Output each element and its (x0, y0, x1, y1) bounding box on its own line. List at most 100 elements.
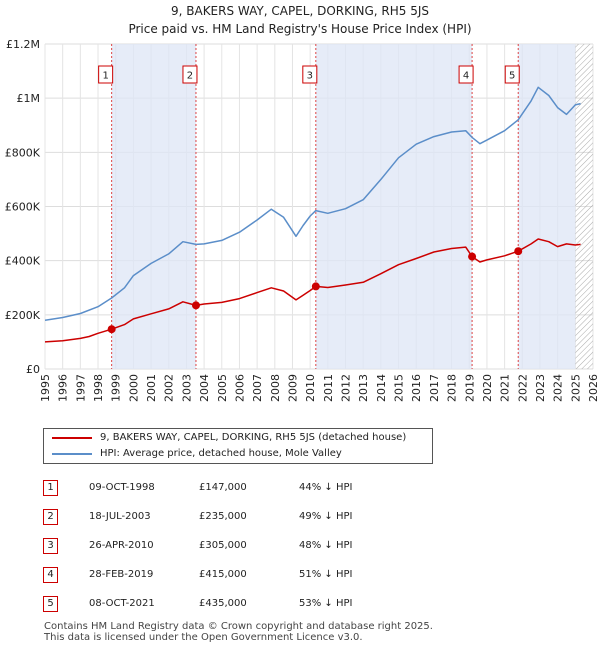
ownership-period (111, 44, 196, 369)
x-tick-label: 1999 (110, 374, 123, 402)
sale-number-box: 5 (43, 595, 58, 612)
sale-price: £415,000 (199, 569, 247, 580)
x-tick-label: 2000 (127, 374, 140, 402)
sale-hpi-diff: 44% ↓ HPI (299, 482, 353, 493)
legend-label-hpi: HPI: Average price, detached house, Mole… (100, 448, 342, 459)
sale-date: 28-FEB-2019 (89, 569, 154, 580)
x-tick-label: 2026 (587, 374, 600, 402)
x-tick-label: 2022 (516, 374, 529, 402)
sale-point (514, 247, 523, 256)
x-tick-label: 2003 (180, 374, 193, 402)
x-tick-label: 2005 (216, 374, 229, 402)
x-tick-label: 2002 (163, 374, 176, 402)
y-tick-label: £1M (17, 92, 41, 105)
sale-date: 08-OCT-2021 (89, 598, 155, 609)
legend-swatch-property (52, 437, 92, 439)
sale-hpi-diff: 53% ↓ HPI (299, 598, 353, 609)
sale-number-cell: 1 (43, 473, 89, 502)
sale-price: £305,000 (199, 540, 247, 551)
sale-row: 5 08-OCT-2021 £435,000 53% ↓ HPI (43, 589, 389, 618)
x-tick-label: 1995 (39, 374, 52, 402)
sale-point (107, 325, 116, 334)
footer-licence: This data is licensed under the Open Gov… (44, 632, 363, 643)
x-tick-label: 2011 (322, 374, 335, 402)
sale-label-frame (98, 65, 114, 84)
sale-number-box: 3 (43, 537, 58, 554)
sale-number-cell: 5 (43, 589, 89, 618)
x-tick-label: 2014 (375, 374, 388, 402)
sale-label-frame (458, 65, 474, 84)
x-tick-label: 2018 (446, 374, 459, 402)
sale-label-frame (302, 65, 318, 84)
y-tick-label: £200K (5, 309, 41, 322)
chart-legend: 9, BAKERS WAY, CAPEL, DORKING, RH5 5JS (… (43, 428, 433, 464)
sale-hpi-diff: 48% ↓ HPI (299, 540, 353, 551)
y-tick-label: £1.2M (6, 38, 40, 51)
series-line-hpi (45, 86, 581, 322)
x-tick-label: 1996 (57, 374, 70, 402)
y-tick-label: £400K (5, 255, 41, 268)
sale-row: 3 26-APR-2010 £305,000 48% ↓ HPI (43, 531, 389, 560)
x-tick-label: 2004 (198, 374, 211, 402)
sale-date: 18-JUL-2003 (89, 511, 151, 522)
sale-date: 09-OCT-1998 (89, 482, 155, 493)
x-tick-label: 2021 (499, 374, 512, 402)
x-tick-label: 2006 (233, 374, 246, 402)
x-tick-label: 2017 (428, 374, 441, 402)
sale-label-frame (182, 65, 198, 84)
sale-point (191, 301, 200, 310)
sale-number-cell: 3 (43, 531, 89, 560)
x-tick-label: 2024 (552, 374, 565, 402)
x-tick-label: 2010 (304, 374, 317, 402)
x-tick-label: 2020 (481, 374, 494, 402)
y-tick-label: £800K (5, 146, 41, 159)
sale-label-number: 3 (307, 71, 313, 82)
sale-point (468, 252, 477, 261)
sale-number-box: 1 (43, 479, 58, 496)
sale-point (311, 282, 320, 291)
sale-label-number: 1 (102, 71, 108, 82)
sale-label-number: 5 (509, 71, 515, 82)
x-tick-label: 2009 (286, 374, 299, 402)
sale-row: 2 18-JUL-2003 £235,000 49% ↓ HPI (43, 502, 389, 531)
ownership-period (315, 44, 473, 369)
sale-price: £235,000 (199, 511, 247, 522)
x-tick-label: 2015 (393, 374, 406, 402)
x-tick-label: 2012 (340, 374, 353, 402)
sale-number-cell: 4 (43, 560, 89, 589)
sale-label-box: 2 (182, 65, 198, 84)
sale-label-number: 4 (463, 71, 469, 82)
price-chart: 1 2 3 4 5 £0 £200K £400K £600K £800K £1M £1.2M 1995… (5, 38, 600, 402)
sale-price: £147,000 (199, 482, 247, 493)
x-tick-label: 2025 (569, 374, 582, 402)
sale-label-box: 5 (504, 65, 520, 84)
footer-copyright: Contains HM Land Registry data © Crown c… (44, 621, 433, 632)
x-tick-label: 2001 (145, 374, 158, 402)
forecast-hatch (575, 44, 593, 369)
sale-number-box: 4 (43, 566, 58, 583)
sale-date: 26-APR-2010 (89, 540, 154, 551)
sale-hpi-diff: 49% ↓ HPI (299, 511, 353, 522)
ownership-period (518, 44, 576, 369)
x-tick-label: 2016 (410, 374, 423, 402)
sale-label-frame (504, 65, 520, 84)
sale-price: £435,000 (199, 598, 247, 609)
x-tick-label: 2007 (251, 374, 264, 402)
sale-label-box: 3 (302, 65, 318, 84)
legend-swatch-hpi (52, 453, 92, 455)
x-tick-label: 2023 (534, 374, 547, 402)
sale-row: 4 28-FEB-2019 £415,000 51% ↓ HPI (43, 560, 389, 589)
chart-title: 9, BAKERS WAY, CAPEL, DORKING, RH5 5JS (170, 4, 430, 18)
sale-label-number: 2 (187, 71, 193, 82)
sale-number-box: 2 (43, 508, 58, 525)
x-tick-label: 2008 (269, 374, 282, 402)
legend-label-property: 9, BAKERS WAY, CAPEL, DORKING, RH5 5JS (… (100, 432, 407, 443)
footer: Contains HM Land Registry data © Crown c… (44, 621, 433, 643)
y-tick-label: £600K (5, 201, 41, 214)
x-tick-label: 2019 (463, 374, 476, 402)
sale-hpi-diff: 51% ↓ HPI (299, 569, 353, 580)
x-tick-label: 1998 (92, 374, 105, 402)
sale-label-box: 4 (458, 65, 474, 84)
sales-table: 1 09-OCT-1998 £147,000 44% ↓ HPI 2 18-JUL-200… (43, 473, 389, 618)
y-tick-label: £0 (26, 363, 40, 376)
